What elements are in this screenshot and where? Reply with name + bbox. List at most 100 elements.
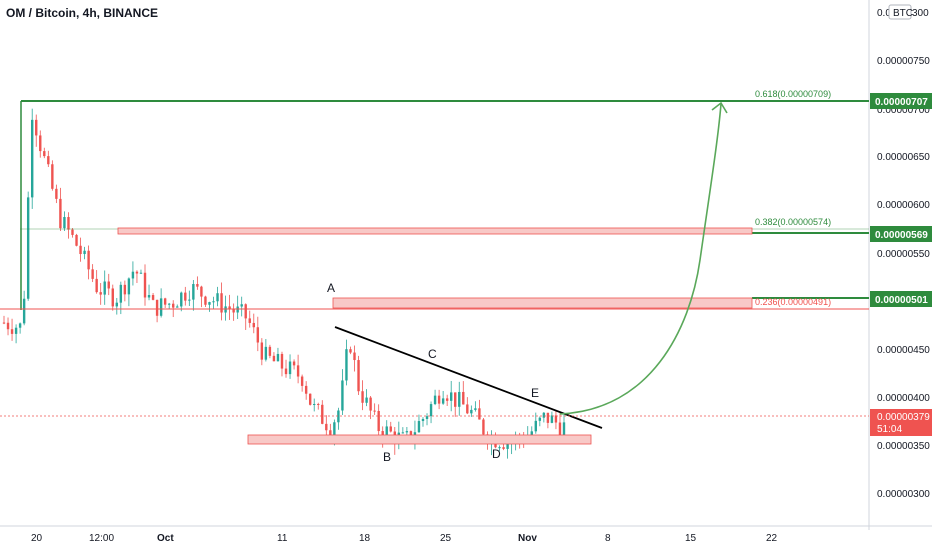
candle-body — [63, 217, 66, 229]
candle-body — [429, 404, 433, 417]
candle-body — [554, 415, 558, 423]
candle-body — [212, 301, 215, 303]
candle-body — [474, 408, 477, 410]
time-tick-25: 25 — [440, 533, 452, 544]
candle-body — [155, 299, 159, 316]
time-tick-18: 18 — [359, 533, 371, 544]
candle-body — [228, 306, 231, 310]
candle-body — [14, 327, 18, 334]
candle-body — [445, 398, 449, 401]
time-tick-15: 15 — [685, 533, 697, 544]
time-tick-20: 20 — [31, 533, 43, 544]
countdown-text: 51:04 — [877, 424, 902, 435]
pattern-label-e: E — [531, 386, 539, 400]
candle-body — [83, 250, 86, 255]
candle-body — [304, 385, 308, 394]
candle-body — [26, 197, 30, 299]
candle-body — [39, 135, 42, 152]
candle-body — [248, 318, 251, 323]
candle-body — [498, 447, 501, 449]
candle-body — [167, 303, 171, 305]
badge-0236 — [870, 291, 932, 307]
candle-body — [208, 302, 211, 305]
currency-box[interactable] — [888, 4, 912, 20]
candle-body — [163, 298, 167, 305]
candle-body — [441, 398, 445, 404]
candle-body — [51, 164, 54, 189]
candle-body — [329, 430, 332, 437]
candle-body — [151, 295, 155, 300]
candle-body — [300, 376, 304, 386]
candle-body — [127, 278, 131, 295]
time-tick-11: 11 — [277, 533, 288, 544]
price-tick-350: 0.00000350 — [877, 441, 930, 452]
candle-body — [417, 421, 421, 433]
time-tick-8: 8 — [605, 533, 611, 544]
candle-body — [276, 353, 280, 362]
candle-body — [365, 397, 368, 403]
candle-body — [462, 391, 465, 405]
candle-body — [550, 415, 554, 423]
pattern-label-d: D — [492, 447, 501, 461]
projection-arrowhead — [711, 101, 728, 114]
candle-body — [47, 156, 50, 165]
candle-body — [458, 391, 461, 407]
price-tick-750: 0.00000750 — [877, 56, 930, 67]
candle-body — [188, 299, 191, 301]
pattern-label-b: B — [383, 450, 391, 464]
candle-body — [75, 234, 78, 246]
candle-body — [337, 410, 340, 423]
candle-body — [530, 431, 533, 437]
candle-body — [216, 293, 219, 302]
candle-body — [377, 410, 380, 432]
price-tick-400: 0.00000400 — [877, 393, 930, 404]
candle-body — [478, 408, 481, 420]
current-price-text: 0.00000379 — [877, 412, 930, 423]
candle-body — [425, 416, 429, 419]
candle-body — [79, 245, 82, 255]
candle-body — [264, 346, 268, 360]
candle-body — [385, 426, 388, 438]
candle-body — [172, 303, 175, 308]
candle-body — [184, 292, 187, 301]
candle-body — [176, 306, 179, 308]
zone-0236 — [332, 297, 753, 309]
candle-body — [292, 361, 296, 366]
price-tick-600: 0.00000600 — [877, 200, 930, 211]
candle-body — [123, 284, 127, 295]
price-tick-300: 0.00000300 — [877, 489, 930, 500]
candle-body — [401, 432, 405, 434]
candle-body — [99, 292, 102, 295]
time-tick-oct: Oct — [157, 533, 174, 544]
projection-curve — [559, 103, 722, 415]
fib-label-0382: 0.382(0.00000574) — [755, 217, 831, 227]
candle-body — [192, 284, 195, 300]
fib-label-0618: 0.618(0.00000709) — [755, 89, 831, 99]
candle-body — [373, 410, 376, 412]
support-zone — [247, 434, 592, 445]
badge-0618 — [870, 93, 932, 109]
candle-body — [542, 412, 546, 418]
candle-body — [502, 447, 505, 449]
candle-body — [369, 397, 372, 411]
current-price-badge — [870, 409, 932, 436]
triangle-trendline — [334, 326, 603, 429]
candle-body — [466, 404, 469, 414]
candle-body — [470, 409, 473, 414]
candle-body — [437, 395, 441, 404]
candle-body — [341, 380, 344, 411]
candle-body — [18, 323, 22, 328]
candle-body — [2, 322, 6, 324]
candle-body — [22, 298, 26, 324]
candle-body — [558, 422, 562, 436]
candle-body — [147, 295, 151, 298]
candle-body — [284, 368, 288, 375]
candle-body — [308, 393, 312, 405]
candle-body — [200, 286, 203, 297]
candle-body — [361, 391, 364, 403]
candle-body — [482, 419, 485, 435]
candle-body — [95, 278, 98, 293]
